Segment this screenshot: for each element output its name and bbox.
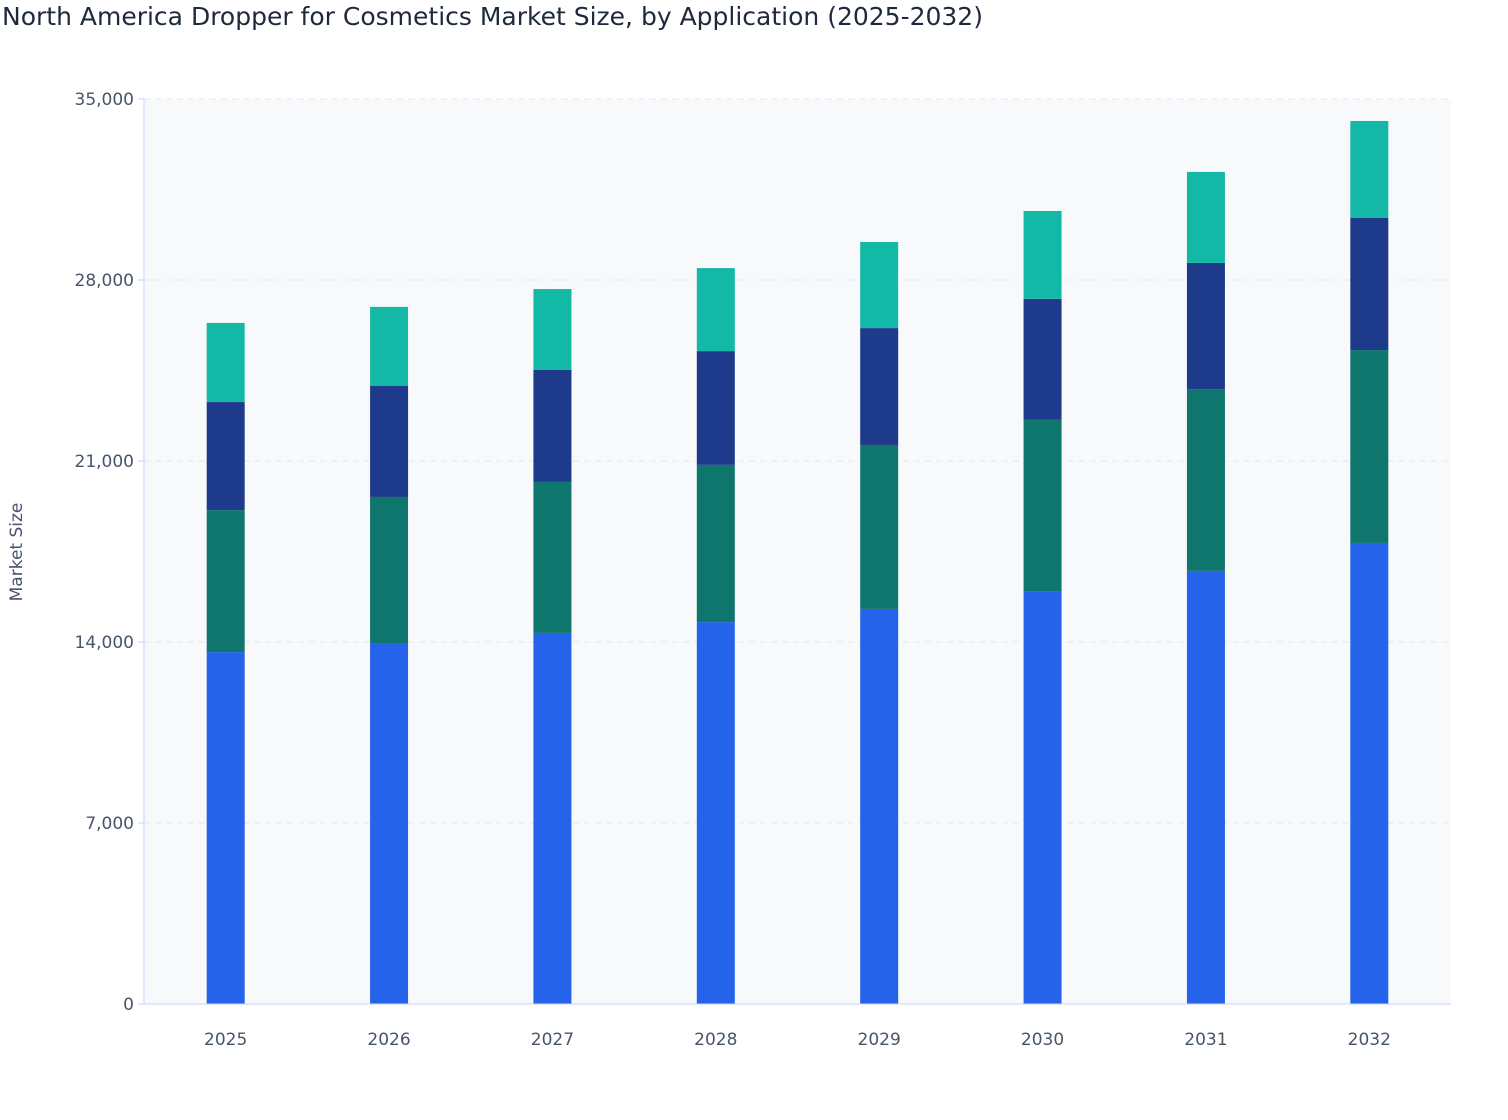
bar-segment-2027-series-4 (533, 289, 572, 370)
plot-area (144, 99, 1451, 1004)
y-tick-label: 35,000 (75, 90, 134, 110)
bar-segment-2027-series-3 (533, 369, 572, 482)
bar-segment-2030-series-4 (1023, 210, 1062, 299)
bar-segment-2030-series-1 (1023, 591, 1062, 1004)
bar-segment-2031-series-4 (1186, 171, 1225, 263)
x-tick-label: 2029 (858, 1030, 901, 1050)
bar-segment-2029-series-1 (860, 608, 899, 1004)
bar-segment-2031-series-3 (1186, 262, 1225, 390)
x-tick-label: 2028 (694, 1030, 737, 1050)
x-tick-label: 2032 (1348, 1030, 1391, 1050)
y-tick-label: 14,000 (75, 633, 134, 653)
x-tick-label: 2025 (204, 1030, 247, 1050)
bar-segment-2028-series-2 (696, 464, 735, 623)
x-tick-label: 2030 (1021, 1030, 1064, 1050)
bar-segment-2025-series-2 (206, 510, 245, 653)
bar-segment-2028-series-4 (696, 268, 735, 352)
bar-segment-2032-series-2 (1350, 350, 1389, 543)
y-tick-label: 0 (123, 995, 134, 1015)
x-tick-label: 2031 (1184, 1030, 1227, 1050)
bar-segment-2030-series-2 (1023, 419, 1062, 592)
bar-segment-2030-series-3 (1023, 298, 1062, 420)
x-tick-label: 2027 (531, 1030, 574, 1050)
bar-segment-2031-series-2 (1186, 389, 1225, 571)
bar-segment-2026-series-3 (370, 386, 409, 497)
x-tick-label: 2026 (367, 1030, 410, 1050)
bar-segment-2026-series-4 (370, 306, 409, 387)
bar-segment-2027-series-2 (533, 481, 572, 633)
bar-segment-2025-series-4 (206, 322, 245, 403)
bar-segment-2028-series-3 (696, 351, 735, 465)
bar-segment-2029-series-2 (860, 444, 899, 609)
bar-segment-2032-series-1 (1350, 542, 1389, 1004)
bar-segment-2026-series-2 (370, 496, 409, 644)
bar-segment-2029-series-4 (860, 241, 899, 329)
bar-segment-2025-series-1 (206, 652, 245, 1004)
bar-segment-2028-series-1 (696, 622, 735, 1004)
bar-segment-2032-series-4 (1350, 120, 1389, 218)
bar-segment-2027-series-1 (533, 632, 572, 1004)
y-tick-label: 7,000 (85, 814, 134, 834)
bar-segment-2026-series-1 (370, 643, 409, 1004)
chart-title: North America Dropper for Cosmetics Mark… (2, 2, 983, 31)
bar-segment-2031-series-1 (1186, 570, 1225, 1004)
y-axis-label: Market Size (7, 503, 27, 602)
bar-segment-2029-series-3 (860, 328, 899, 445)
bar-segment-2032-series-3 (1350, 217, 1389, 351)
bar-segment-2025-series-3 (206, 402, 245, 511)
y-tick-label: 21,000 (75, 452, 134, 472)
y-tick-label: 28,000 (75, 271, 134, 291)
